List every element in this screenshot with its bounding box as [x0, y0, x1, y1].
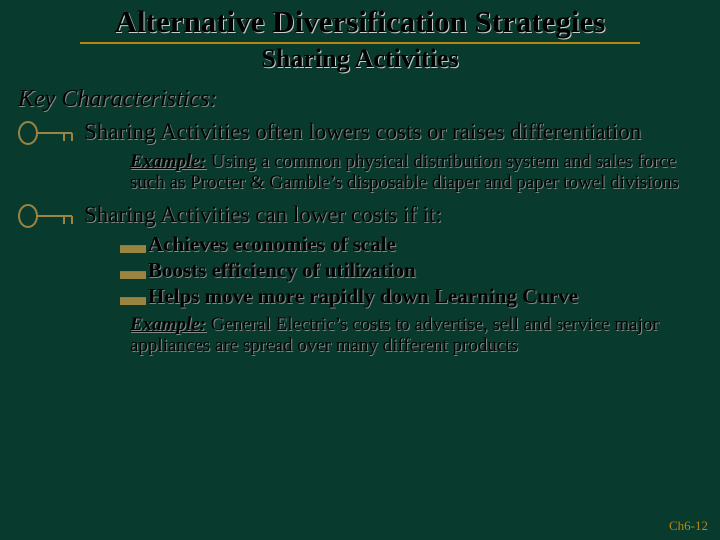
- slide-subtitle: Sharing Activities: [0, 44, 720, 74]
- slide: Alternative Diversification Strategies S…: [0, 0, 720, 540]
- section-heading: Key Characteristics:: [18, 86, 720, 113]
- sub-item: ▬ Boosts efficiency of utilization: [118, 258, 720, 284]
- example-label: Example:: [130, 314, 206, 335]
- dash-bullet-icon: ▬: [118, 258, 148, 284]
- bullet-text: Sharing Activities can lower costs if it…: [84, 202, 442, 228]
- sub-list: ▬ Achieves economies of scale ▬ Boosts e…: [118, 232, 720, 310]
- slide-title: Alternative Diversification Strategies: [0, 0, 720, 40]
- slide-footer: Ch6-12: [669, 518, 708, 534]
- example-label: Example:: [130, 151, 206, 172]
- example-block: Example: Using a common physical distrib…: [130, 151, 706, 194]
- sub-item: ▬ Helps move more rapidly down Learning …: [118, 284, 720, 310]
- bullet-row: Sharing Activities often lowers costs or…: [16, 119, 704, 147]
- key-icon: [16, 119, 84, 147]
- dash-bullet-icon: ▬: [118, 284, 148, 310]
- sub-item-text: Achieves economies of scale: [148, 232, 396, 257]
- sub-item: ▬ Achieves economies of scale: [118, 232, 720, 258]
- example-block: Example: General Electric’s costs to adv…: [130, 314, 706, 357]
- bullet-row: Sharing Activities can lower costs if it…: [16, 202, 704, 230]
- sub-item-text: Helps move more rapidly down Learning Cu…: [148, 284, 578, 309]
- sub-item-text: Boosts efficiency of utilization: [148, 258, 416, 283]
- example-text: General Electric’s costs to advertise, s…: [130, 314, 659, 356]
- example-text: Using a common physical distribution sys…: [130, 151, 679, 193]
- key-icon: [16, 202, 84, 230]
- dash-bullet-icon: ▬: [118, 232, 148, 258]
- bullet-text: Sharing Activities often lowers costs or…: [84, 119, 641, 145]
